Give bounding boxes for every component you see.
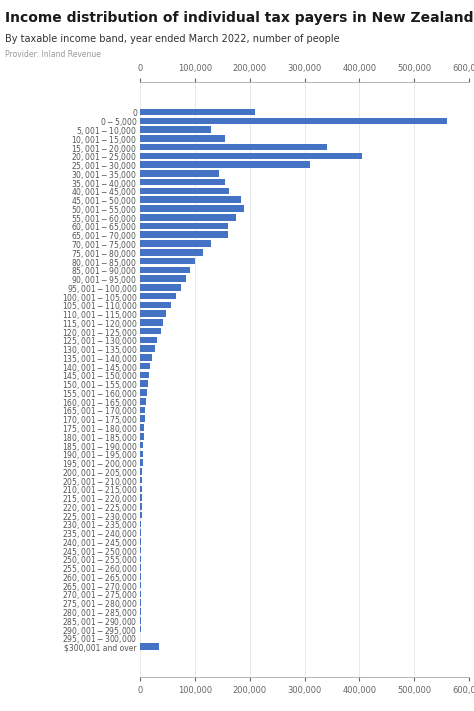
Bar — [140, 433, 144, 439]
Bar — [140, 153, 362, 159]
Bar — [140, 643, 159, 650]
Bar — [140, 512, 142, 518]
Bar — [140, 179, 225, 186]
Bar — [140, 328, 161, 334]
Bar — [140, 214, 236, 220]
Bar — [140, 354, 153, 360]
Bar — [140, 135, 225, 141]
Text: Provider: Inland Revenue: Provider: Inland Revenue — [5, 50, 100, 59]
Bar — [140, 503, 142, 510]
Bar — [140, 144, 327, 151]
Bar — [140, 626, 141, 632]
Bar — [140, 293, 175, 299]
Bar — [140, 205, 244, 212]
Bar — [140, 363, 150, 370]
Bar — [140, 415, 145, 422]
Bar — [140, 310, 166, 317]
Bar — [140, 442, 144, 449]
Bar — [140, 240, 211, 247]
Bar — [140, 573, 141, 579]
Text: Income distribution of individual tax payers in New Zealand: Income distribution of individual tax pa… — [5, 11, 473, 25]
Bar — [140, 346, 155, 352]
Bar — [140, 582, 141, 589]
Bar — [140, 520, 141, 527]
Bar — [140, 249, 203, 255]
Bar — [140, 232, 228, 238]
Bar — [140, 538, 141, 545]
Bar — [140, 494, 142, 501]
Text: By taxable income band, year ended March 2022, number of people: By taxable income band, year ended March… — [5, 34, 339, 44]
Bar — [140, 223, 228, 229]
Bar — [140, 468, 143, 475]
Bar — [140, 188, 229, 194]
Bar — [140, 109, 255, 115]
Bar — [140, 301, 171, 308]
Bar — [140, 275, 186, 282]
Bar — [140, 459, 143, 466]
Bar — [140, 599, 141, 606]
Bar — [140, 389, 147, 396]
Bar — [140, 196, 241, 203]
Bar — [140, 398, 146, 405]
Text: figure.nz: figure.nz — [367, 7, 431, 20]
Bar — [140, 161, 310, 168]
Bar — [140, 477, 142, 483]
Bar — [140, 407, 146, 413]
Bar — [140, 267, 191, 273]
Bar — [140, 284, 181, 291]
Bar — [140, 258, 195, 264]
Bar — [140, 170, 219, 177]
Bar — [140, 565, 141, 571]
Bar — [140, 530, 141, 536]
Bar — [140, 117, 447, 124]
Bar — [140, 424, 145, 431]
Bar — [140, 591, 141, 597]
Bar — [140, 372, 149, 378]
Bar — [140, 486, 142, 492]
Bar — [140, 451, 143, 457]
Bar — [140, 547, 141, 553]
Bar — [140, 336, 157, 343]
Bar — [140, 608, 141, 615]
Bar — [140, 319, 163, 326]
Bar — [140, 380, 148, 387]
Bar — [140, 617, 141, 624]
Bar — [140, 555, 141, 562]
Bar — [140, 127, 211, 133]
